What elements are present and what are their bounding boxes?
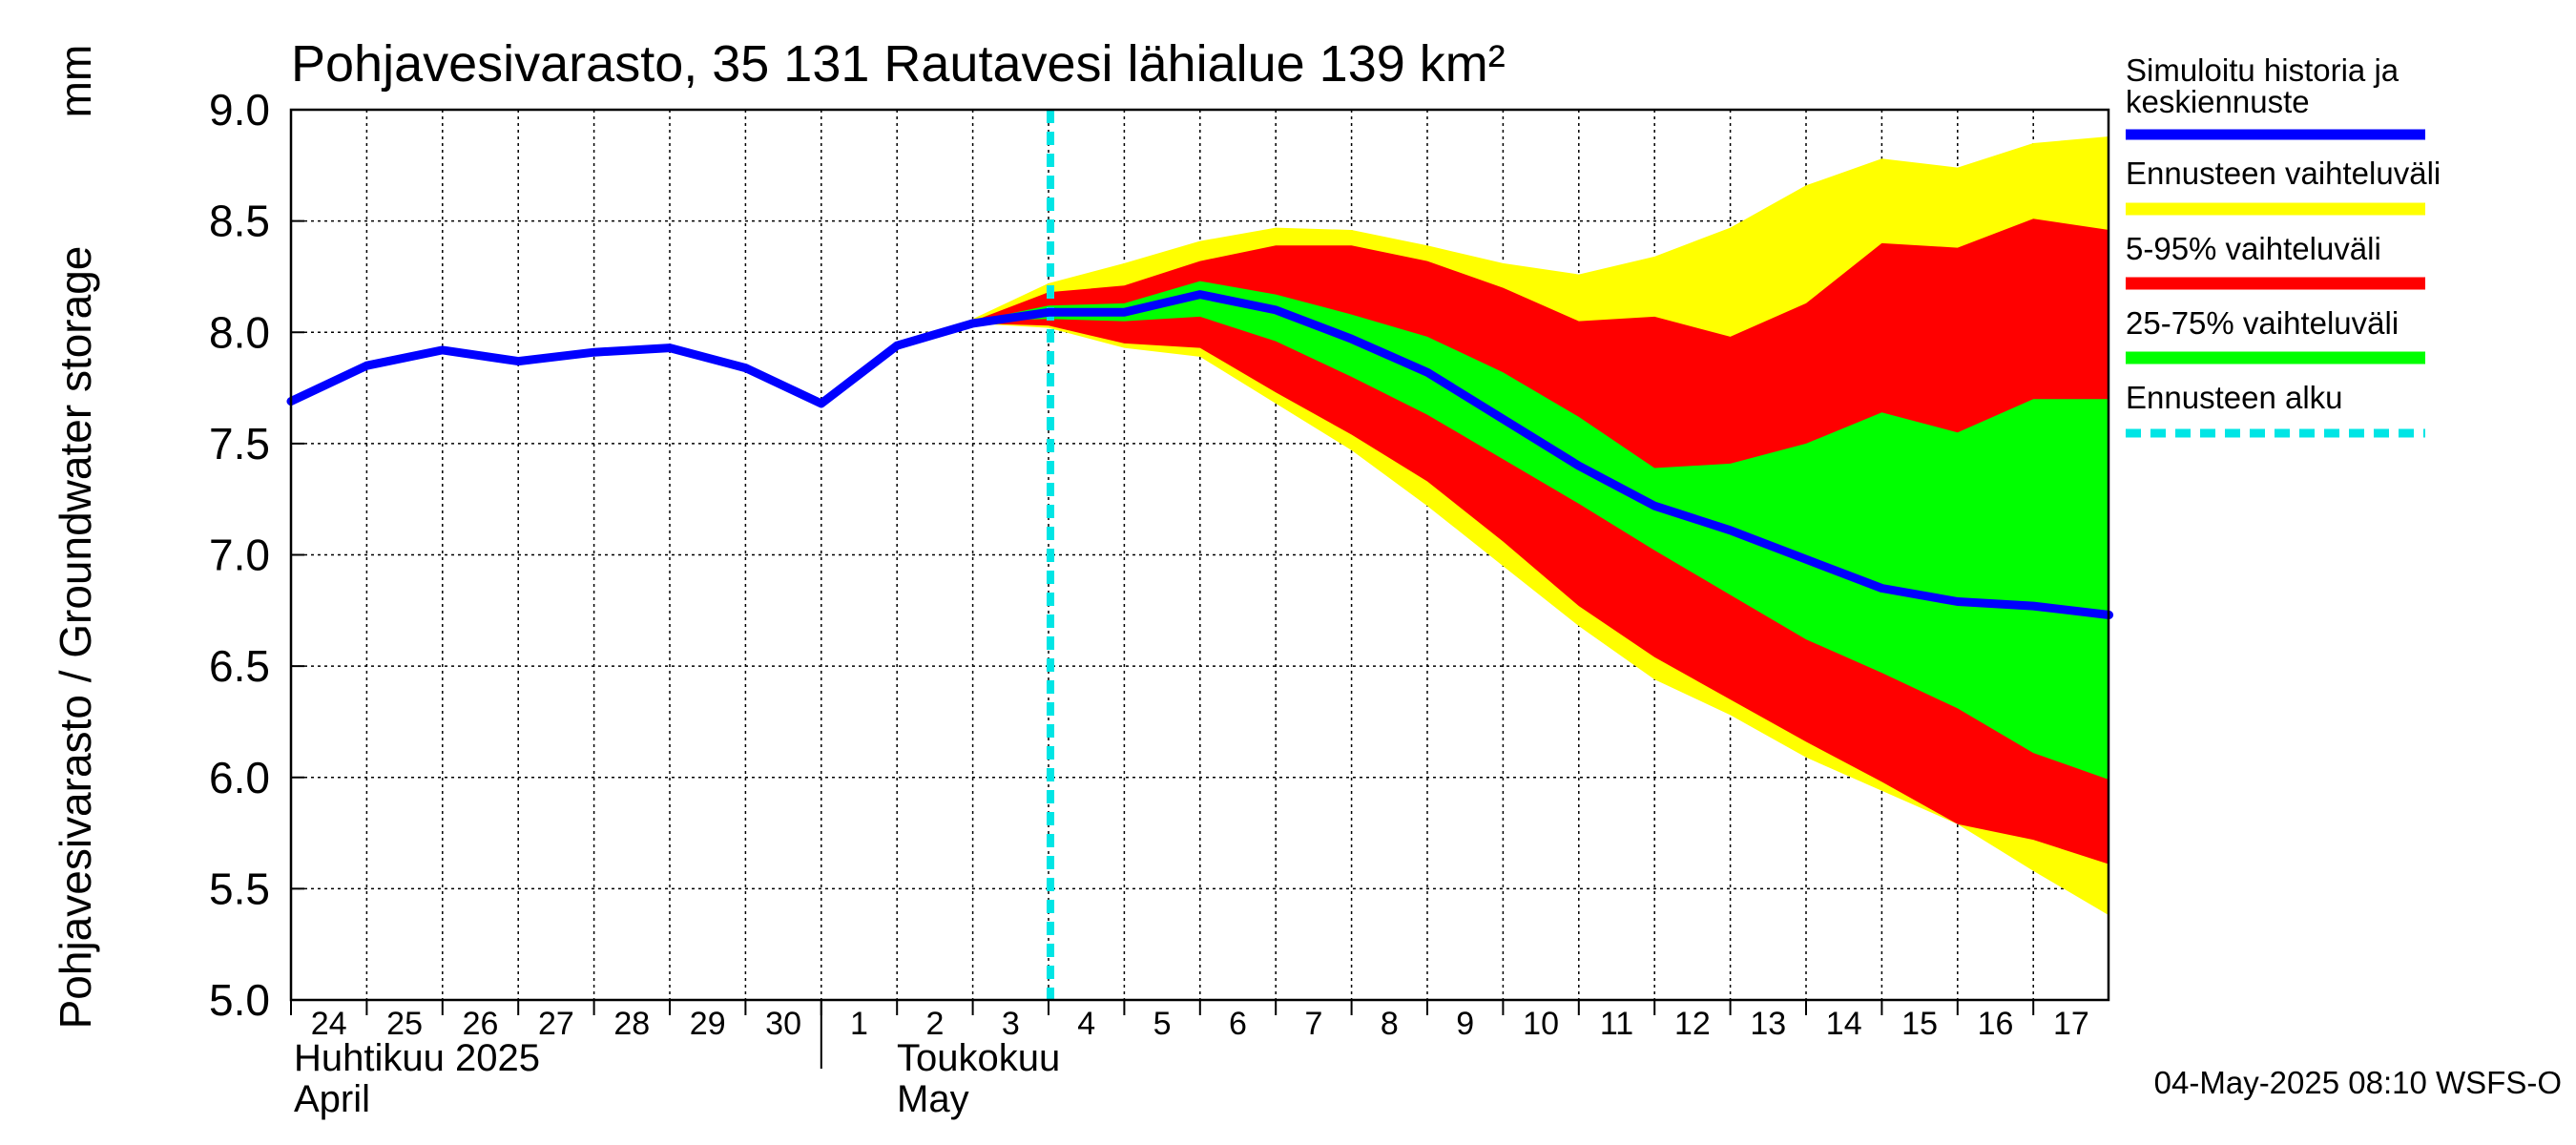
x-tick-label: 29 [690, 1006, 726, 1042]
x-tick-label: 5 [1153, 1006, 1172, 1042]
axes: 5.05.56.06.57.07.58.08.59.024 25 26 27 28 29 3… [209, 85, 2110, 1069]
y-tick-label: 8.0 [209, 307, 270, 357]
month-label-april-fi: Huhtikuu 2025 [294, 1037, 540, 1079]
y-tick-label: 7.5 [209, 419, 270, 468]
x-tick-label: 16 [1978, 1006, 2014, 1042]
x-tick-label: 4 [1077, 1006, 1095, 1042]
y-tick-label: 6.0 [209, 753, 270, 802]
y-tick-label: 5.0 [209, 975, 270, 1025]
x-tick-label: 9 [1456, 1006, 1474, 1042]
y-axis-label: Pohjavesivarasto / Groundwater storage [51, 246, 100, 1030]
y-axis-unit: mm [51, 45, 100, 118]
legend-label-forecast-start: Ennusteen alku [2126, 380, 2343, 415]
x-tick-label: 25 [386, 1006, 423, 1042]
x-tick-label: 14 [1826, 1006, 1862, 1042]
y-tick-label: 8.5 [209, 197, 270, 246]
legend: Simuloitu historia ja keskiennuste Ennus… [2126, 52, 2441, 438]
y-tick-label: 7.0 [209, 531, 270, 580]
x-tick-label: 12 [1674, 1006, 1711, 1042]
legend-label-simulated-1: Simuloitu historia ja [2126, 52, 2399, 88]
footer-timestamp: 04-May-2025 08:10 WSFS-O [2154, 1065, 2562, 1100]
month-label-may-en: May [897, 1078, 969, 1120]
x-tick-label: 1 [850, 1006, 868, 1042]
chart-title: Pohjavesivarasto, 35 131 Rautavesi lähia… [291, 35, 1506, 93]
plot-frame [289, 108, 2110, 1002]
x-tick-label: 3 [1002, 1006, 1020, 1042]
x-tick-label: 8 [1381, 1006, 1399, 1042]
x-tick-label: 11 [1600, 1006, 1633, 1042]
legend-label-forecast-range: Ennusteen vaihteluväli [2126, 156, 2441, 191]
x-tick-label: 15 [1901, 1006, 1938, 1042]
x-tick-label: 6 [1229, 1006, 1247, 1042]
band-5-95 [972, 219, 2109, 864]
y-tick-label: 6.5 [209, 641, 270, 691]
forecast-bands [972, 136, 2109, 916]
x-tick-label: 10 [1523, 1006, 1559, 1042]
legend-label-simulated-2: keskiennuste [2126, 84, 2310, 119]
x-tick-label: 13 [1750, 1006, 1786, 1042]
month-label-may-fi: Toukokuu [897, 1037, 1060, 1079]
month-label-april-en: April [294, 1078, 370, 1120]
x-tick-label: 24 [311, 1006, 347, 1042]
x-tick-label: 27 [538, 1006, 574, 1042]
x-tick-label: 17 [2053, 1006, 2089, 1042]
x-tick-label: 7 [1304, 1006, 1322, 1042]
x-tick-label: 30 [765, 1006, 801, 1042]
x-tick-label: 28 [613, 1006, 650, 1042]
y-tick-label: 9.0 [209, 85, 270, 135]
y-tick-label: 5.5 [209, 864, 270, 913]
x-tick-label: 26 [463, 1006, 499, 1042]
x-tick-label: 2 [925, 1006, 944, 1042]
series-lines [286, 110, 2114, 1000]
legend-label-5-95: 5-95% vaihteluväli [2126, 231, 2381, 266]
series-line-simulated [286, 290, 2114, 619]
legend-label-25-75: 25-75% vaihteluväli [2126, 305, 2399, 341]
band-25-75 [972, 281, 2109, 781]
